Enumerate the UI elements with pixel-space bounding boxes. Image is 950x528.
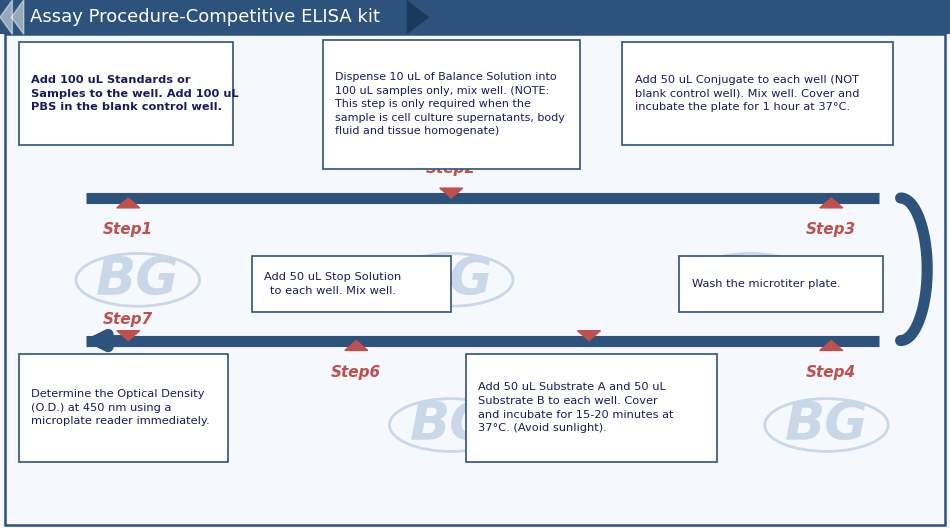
FancyBboxPatch shape — [466, 354, 717, 462]
Text: Add 50 uL Conjugate to each well (NOT
blank control well). Mix well. Cover and
i: Add 50 uL Conjugate to each well (NOT bl… — [635, 75, 859, 112]
Text: BG: BG — [709, 254, 792, 306]
Text: Step4: Step4 — [807, 365, 856, 380]
FancyBboxPatch shape — [19, 354, 228, 462]
Polygon shape — [820, 198, 843, 208]
Polygon shape — [117, 331, 140, 341]
Text: Step2: Step2 — [427, 162, 476, 176]
Text: Add 50 uL Substrate A and 50 uL
Substrate B to each well. Cover
and incubate for: Add 50 uL Substrate A and 50 uL Substrat… — [478, 382, 674, 433]
Polygon shape — [11, 0, 24, 34]
Text: Step1: Step1 — [104, 222, 153, 237]
Text: Dispense 10 uL of Balance Solution into
100 uL samples only, mix well. (NOTE:
Th: Dispense 10 uL of Balance Solution into … — [335, 72, 565, 136]
Text: Step7: Step7 — [104, 312, 153, 327]
FancyBboxPatch shape — [679, 256, 884, 312]
FancyBboxPatch shape — [19, 42, 233, 145]
Polygon shape — [0, 0, 12, 34]
Polygon shape — [117, 198, 140, 208]
Polygon shape — [407, 0, 429, 34]
Text: Step5: Step5 — [564, 365, 614, 380]
Text: Add 50 uL Stop Solution
to each well. Mix well.: Add 50 uL Stop Solution to each well. Mi… — [264, 272, 401, 296]
Text: BG: BG — [409, 254, 493, 306]
FancyBboxPatch shape — [622, 42, 893, 145]
Polygon shape — [578, 331, 600, 341]
Text: BG: BG — [785, 399, 868, 451]
Text: Step6: Step6 — [332, 365, 381, 380]
Polygon shape — [440, 188, 463, 198]
Polygon shape — [345, 341, 368, 351]
Text: Step3: Step3 — [807, 222, 856, 237]
FancyBboxPatch shape — [323, 40, 580, 169]
Text: Add 100 uL Standards or
Samples to the well. Add 100 uL
PBS in the blank control: Add 100 uL Standards or Samples to the w… — [31, 75, 239, 112]
FancyBboxPatch shape — [5, 34, 945, 525]
Text: Determine the Optical Density
(O.D.) at 450 nm using a
microplate reader immedia: Determine the Optical Density (O.D.) at … — [31, 389, 210, 427]
Text: BG: BG — [96, 254, 180, 306]
Text: Wash the microtiter plate.: Wash the microtiter plate. — [692, 279, 840, 289]
FancyBboxPatch shape — [0, 0, 950, 34]
Polygon shape — [820, 341, 843, 351]
Text: BG: BG — [409, 399, 493, 451]
FancyBboxPatch shape — [252, 256, 451, 312]
Text: BG: BG — [96, 399, 180, 451]
Text: Assay Procedure-Competitive ELISA kit: Assay Procedure-Competitive ELISA kit — [30, 8, 380, 26]
